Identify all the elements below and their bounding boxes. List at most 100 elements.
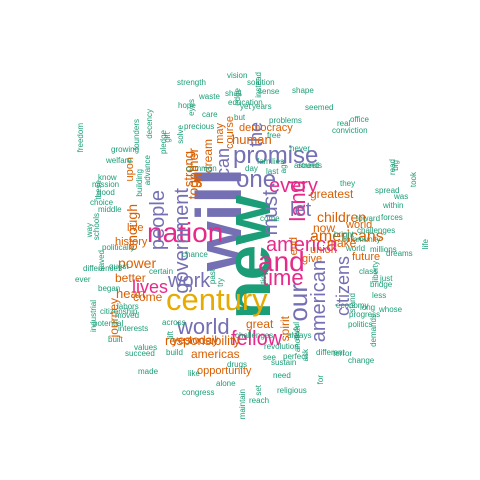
cloud-word: work — [168, 270, 211, 292]
cloud-word: let — [290, 199, 312, 221]
cloud-word: progress — [349, 310, 381, 319]
cloud-word: began — [98, 284, 121, 293]
cloud-word: interests — [118, 324, 149, 333]
cloud-word: people — [147, 190, 169, 251]
cloud-word: perfect — [283, 352, 308, 361]
cloud-word: values — [134, 343, 158, 352]
cloud-word: streets — [298, 161, 323, 170]
cloud-word: every — [269, 175, 318, 197]
cloud-word: schools — [92, 213, 101, 241]
cloud-word: politically — [102, 243, 135, 252]
cloud-word: less — [372, 291, 387, 300]
cloud-word: never — [290, 144, 311, 153]
cloud-word: yet — [240, 102, 251, 111]
cloud-word: across — [162, 318, 186, 327]
cloud-word: good — [97, 188, 115, 197]
cloud-word: history — [115, 236, 148, 248]
cloud-word: office — [350, 115, 369, 124]
cloud-word: human — [232, 132, 272, 147]
cloud-word: heart — [116, 286, 146, 301]
cloud-word: moved — [115, 311, 140, 320]
cloud-word: solution — [247, 78, 275, 87]
cloud-word: like — [188, 369, 201, 378]
cloud-word: precious — [184, 122, 215, 131]
cloud-word: make — [327, 236, 357, 250]
cloud-word: reach — [249, 396, 270, 405]
cloud-word: demands — [369, 314, 378, 347]
cloud-word: took — [409, 172, 418, 188]
cloud-word: must — [259, 190, 282, 236]
cloud-word: middle — [98, 205, 122, 214]
cloud-word: industrial — [89, 300, 98, 333]
cloud-word: come — [133, 290, 163, 304]
cloud-word: just — [380, 274, 393, 283]
cloud-word: within — [383, 201, 404, 210]
cloud-word: sustain — [271, 358, 297, 367]
cloud-word: real — [337, 119, 351, 128]
cloud-word: better — [115, 271, 146, 285]
cloud-word: fellow — [231, 328, 283, 350]
cloud-word: certain — [149, 267, 174, 276]
cloud-word: conviction — [332, 126, 368, 135]
cloud-word: instead — [254, 72, 263, 98]
cloud-word: millions — [370, 245, 397, 254]
cloud-word: years — [252, 102, 272, 111]
cloud-word: citizenship — [100, 307, 138, 316]
cloud-word: children — [317, 209, 367, 225]
cloud-word: around — [294, 161, 319, 170]
cloud-word: welfare — [106, 156, 132, 165]
cloud-word: lives — [132, 277, 169, 297]
cloud-word: seemed — [305, 103, 334, 112]
cloud-word: yes — [172, 333, 191, 347]
cloud-word: see — [263, 353, 276, 362]
cloud-word: shape — [292, 86, 314, 95]
cloud-word: class — [359, 267, 378, 276]
cloud-word: americas — [191, 347, 240, 361]
cloud-word: ever — [75, 275, 91, 284]
cloud-word: maintain — [238, 389, 247, 420]
cloud-word: potential — [93, 319, 124, 328]
cloud-word: advance — [143, 155, 152, 186]
cloud-word: greatest — [310, 187, 354, 201]
cloud-word: freedom — [76, 123, 85, 153]
cloud-word: ask — [301, 349, 310, 362]
cloud-word: challenges — [357, 226, 396, 235]
cloud-word: set — [254, 385, 263, 396]
cloud-word: can — [213, 148, 233, 178]
cloud-word: union — [310, 244, 337, 256]
cloud-word: was — [394, 192, 409, 201]
cloud-word: american — [308, 260, 330, 343]
cloud-word: waste — [199, 92, 220, 101]
cloud-word: opportunity — [197, 365, 252, 377]
cloud-word: america — [266, 234, 338, 256]
cloud-word: choice — [90, 198, 114, 207]
cloud-word: try — [216, 278, 225, 287]
cloud-word: shall — [225, 89, 242, 98]
cloud-word: americans — [310, 228, 384, 245]
cloud-word: another — [293, 325, 302, 353]
cloud-word: spread — [375, 186, 400, 195]
cloud-word: stand — [348, 293, 357, 313]
cloud-word: problems — [269, 116, 302, 125]
cloud-word: need — [273, 371, 291, 380]
cloud-word: congress — [182, 388, 215, 397]
cloud-word: century — [166, 282, 268, 317]
cloud-word: now — [313, 221, 336, 235]
cloud-word: dreams — [386, 249, 413, 258]
cloud-word: bridge — [370, 280, 393, 289]
cloud-word: vision — [227, 71, 248, 80]
cloud-word: life — [421, 239, 430, 250]
cloud-word: promise — [233, 142, 319, 169]
cloud-word: build — [166, 348, 183, 357]
cloud-word: always — [287, 331, 312, 340]
cloud-word: made — [138, 367, 159, 376]
cloud-word: terror — [333, 349, 353, 358]
cloud-word: great — [246, 317, 274, 331]
cloud-word: world — [177, 314, 230, 339]
cloud-word: growing — [111, 145, 140, 154]
cloud-word: decency — [145, 109, 154, 139]
cloud-word: families — [257, 157, 285, 166]
cloud-word: liberty — [371, 261, 380, 283]
cloud-word: world — [346, 219, 373, 231]
cloud-word: hope — [178, 101, 196, 110]
